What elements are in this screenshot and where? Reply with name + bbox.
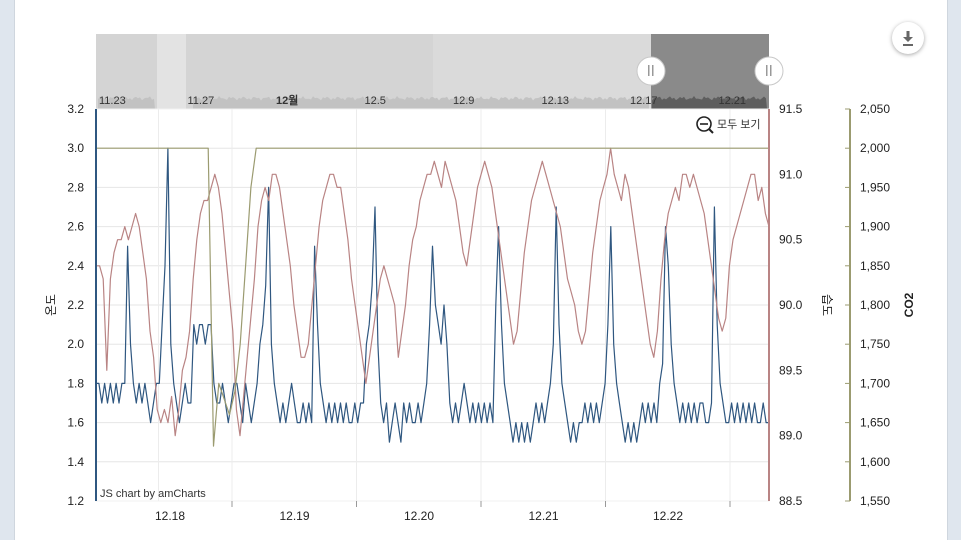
humidity-tick-label: 91.5: [779, 102, 803, 116]
scrollbar-preview-wave: [98, 96, 649, 109]
co2-tick-label: 1,900: [860, 220, 890, 234]
humidity-tick-label: 89.5: [779, 363, 803, 377]
temp-tick-label: 1.8: [67, 376, 84, 390]
co2-tick-label: 1,750: [860, 337, 890, 351]
scrollbar-left-grip[interactable]: [636, 56, 666, 86]
co2-tick-label: 1,950: [860, 180, 890, 194]
chart-svg: 11.23 11.27 12월 12.5 12.9 12.13 12.17 12.21 3.2…: [44, 34, 916, 523]
co2-tick-label: 1,700: [860, 376, 890, 390]
co2-tick-label: 1,650: [860, 416, 890, 430]
zoom-out-icon: [696, 116, 712, 132]
chart-card: 11.23 11.27 12월 12.5 12.9 12.13 12.17 12.21 3.2…: [14, 0, 948, 540]
scrollbar-tick-label: 12.9: [453, 95, 474, 107]
temp-tick-label: 2.0: [67, 337, 84, 351]
co2-tick-label: 1,800: [860, 298, 890, 312]
export-button[interactable]: [892, 22, 924, 54]
download-icon: [903, 31, 913, 46]
co2-axis-title: CO2: [902, 292, 916, 317]
zoom-out-label: 모두 보기: [717, 118, 761, 131]
scrollbar-band: [186, 34, 433, 109]
scrollbar-tick-label: 11.23: [99, 95, 126, 107]
humidity-axis-title: 습도: [820, 294, 834, 316]
scrollbar-tick-label: 12.13: [542, 95, 570, 107]
temp-tick-label: 1.4: [67, 455, 84, 469]
scrollbar[interactable]: 11.23 11.27 12월 12.5 12.9 12.13 12.17 12.21: [96, 34, 784, 109]
x-tick-label: 12.19: [279, 509, 309, 523]
temp-tick-label: 3.0: [67, 141, 84, 155]
co2-tick-label: 1,850: [860, 259, 890, 273]
co2-tick-label: 2,050: [860, 102, 890, 116]
humidity-tick-label: 90.5: [779, 233, 803, 247]
series-layer: [96, 147, 770, 447]
series-line-temp: [96, 147, 769, 443]
temp-tick-label: 1.6: [67, 416, 84, 430]
temp-tick-label: 3.2: [67, 102, 84, 116]
series-line-humidity: [96, 147, 770, 437]
humidity-tick-label: 91.0: [779, 167, 803, 181]
temp-tick-label: 2.2: [67, 298, 84, 312]
zoom-out-button[interactable]: 모두 보기: [696, 116, 761, 134]
scrollbar-tick-label: 12.17: [630, 95, 658, 107]
series-line-co2: [96, 147, 769, 447]
x-tick-label: 12.20: [404, 509, 434, 523]
scrollbar-tick-label: 11.27: [188, 95, 215, 107]
humidity-tick-label: 89.0: [779, 429, 803, 443]
scrollbar-band: [96, 34, 157, 109]
scrollbar-tick-label: 12.5: [365, 95, 386, 107]
co2-tick-label: 2,000: [860, 141, 890, 155]
co2-tick-label: 1,600: [860, 455, 890, 469]
temp-tick-label: 2.4: [67, 259, 84, 273]
humidity-tick-label: 88.5: [779, 494, 803, 508]
scrollbar-selection-wave: [652, 96, 767, 109]
axes: 3.2 3.0 2.8 2.6 2.4 2.2 2.0 1.8 1.6 1.4 1.2 12.18 12…: [44, 102, 916, 523]
scrollbar-tick-label: 12.21: [719, 95, 747, 107]
scrollbar-ticks: 11.23 11.27 12월 12.5 12.9 12.13 12.17 12.21: [99, 93, 746, 107]
x-tick-label: 12.21: [528, 509, 558, 523]
humidity-tick-label: 90.0: [779, 298, 803, 312]
scrollbar-band: [433, 34, 651, 109]
x-tick-label: 12.22: [653, 509, 683, 523]
scrollbar-selection[interactable]: [651, 34, 769, 109]
temp-tick-label: 1.2: [67, 494, 84, 508]
co2-tick-label: 1,550: [860, 494, 890, 508]
scrollbar-right-grip[interactable]: [754, 56, 784, 86]
temp-axis-title: 온도: [44, 294, 58, 316]
temp-tick-label: 2.6: [67, 220, 84, 234]
temp-tick-label: 2.8: [67, 180, 84, 194]
scrollbar-tick-label: 12월: [276, 93, 298, 107]
x-tick-label: 12.18: [155, 509, 185, 523]
amcharts-credit: JS chart by amCharts: [100, 488, 206, 500]
